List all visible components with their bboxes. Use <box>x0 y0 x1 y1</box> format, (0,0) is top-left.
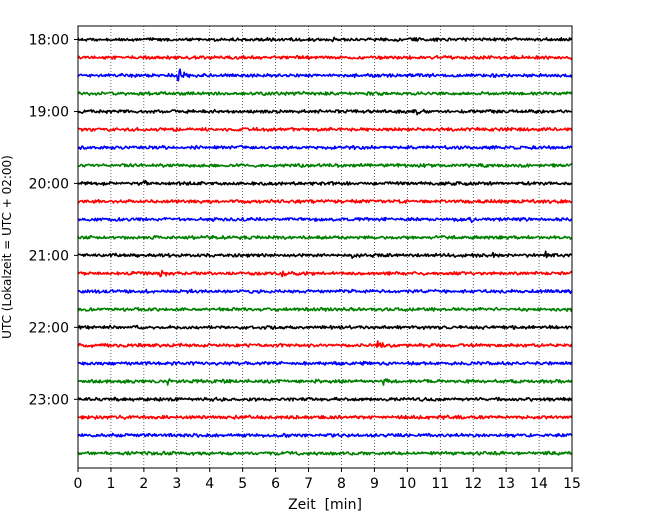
trace-2100 <box>77 250 573 260</box>
x-tick-label-8: 8 <box>337 476 346 492</box>
trace-2300 <box>78 396 573 402</box>
x-tick-label-12: 12 <box>464 476 482 492</box>
trace-1945 <box>77 162 573 169</box>
x-tick-label-13: 13 <box>497 476 515 492</box>
trace-2130 <box>77 288 573 295</box>
trace-2230 <box>77 360 573 366</box>
y-tick-label-18:00: 18:00 <box>29 33 69 49</box>
x-tick-label-9: 9 <box>370 476 379 492</box>
trace-2000 <box>77 180 573 187</box>
x-tick-label-15: 15 <box>563 476 581 492</box>
x-axis: 0 1 2 3 4 5 6 7 8 9 10 11 12 13 14 15 <box>74 468 581 492</box>
y-axis: 18:00 19:00 20:00 21:00 22:00 23:00 <box>29 33 78 408</box>
trace-2330 <box>77 432 573 438</box>
trace-1900 <box>77 108 573 116</box>
x-tick-label-0: 0 <box>74 476 83 492</box>
trace-2030 <box>77 216 573 224</box>
trace-2115 <box>77 269 573 278</box>
trace-1845 <box>77 90 573 97</box>
trace-2215 <box>77 340 573 349</box>
y-tick-label-21:00: 21:00 <box>29 248 69 264</box>
y-tick-label-22:00: 22:00 <box>29 320 69 336</box>
y-tick-label-20:00: 20:00 <box>29 176 69 192</box>
trace-2245 <box>77 378 573 386</box>
x-tick-label-2: 2 <box>139 476 148 492</box>
trace-1815 <box>77 54 573 61</box>
y-tick-label-23:00: 23:00 <box>29 392 69 408</box>
y-axis-label: UTC (Lokalzeit = UTC + 02:00) <box>0 155 14 339</box>
x-tick-label-3: 3 <box>172 476 181 492</box>
x-tick-label-6: 6 <box>271 476 280 492</box>
trace-1800 <box>77 36 573 43</box>
x-tick-label-11: 11 <box>431 476 449 492</box>
x-tick-label-5: 5 <box>238 476 247 492</box>
trace-1830 <box>77 68 573 82</box>
x-tick-label-4: 4 <box>205 476 214 492</box>
x-tick-label-1: 1 <box>106 476 115 492</box>
trace-2015 <box>77 198 573 204</box>
trace-group <box>77 36 573 456</box>
plot-frame <box>77 25 573 469</box>
trace-2045 <box>77 234 573 240</box>
trace-2200 <box>77 324 573 331</box>
trace-1915 <box>77 126 573 132</box>
trace-1930 <box>77 144 573 151</box>
x-tick-label-7: 7 <box>304 476 313 492</box>
trace-2145 <box>77 306 573 313</box>
x-axis-label: Zeit [min] <box>288 497 362 513</box>
trace-2345 <box>77 450 573 456</box>
y-tick-label-19:00: 19:00 <box>29 104 69 120</box>
trace-2315 <box>77 414 573 421</box>
x-tick-label-10: 10 <box>398 476 416 492</box>
x-tick-label-14: 14 <box>530 476 548 492</box>
